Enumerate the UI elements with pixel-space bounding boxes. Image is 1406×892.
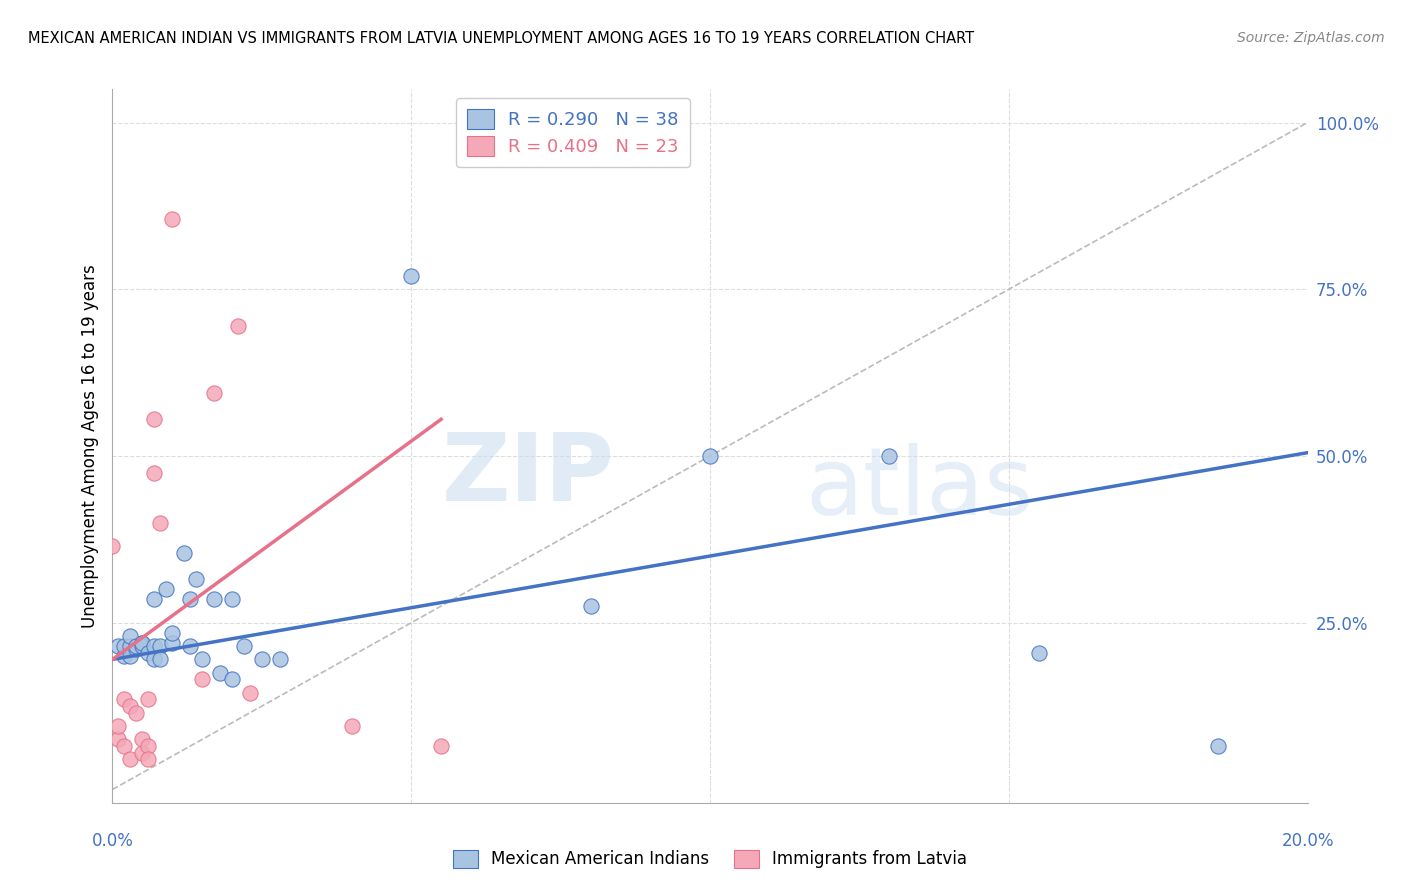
Point — [138, 752, 160, 766]
Point — [131, 732, 153, 747]
Point — [120, 629, 142, 643]
Point — [143, 412, 166, 426]
Point — [162, 636, 183, 650]
Point — [114, 649, 135, 664]
Point — [114, 739, 135, 753]
Point — [699, 449, 721, 463]
Point — [143, 466, 166, 480]
Point — [221, 673, 243, 687]
Point — [239, 686, 262, 700]
Point — [232, 639, 256, 653]
Point — [138, 692, 160, 706]
Point — [579, 599, 602, 613]
Point — [191, 673, 214, 687]
Point — [143, 592, 166, 607]
Point — [221, 592, 243, 607]
Point — [131, 636, 153, 650]
Point — [186, 573, 208, 587]
Text: MEXICAN AMERICAN INDIAN VS IMMIGRANTS FROM LATVIA UNEMPLOYMENT AMONG AGES 16 TO : MEXICAN AMERICAN INDIAN VS IMMIGRANTS FR… — [28, 31, 974, 46]
Point — [179, 592, 201, 607]
Point — [155, 582, 177, 597]
Point — [191, 652, 214, 666]
Point — [1028, 646, 1050, 660]
Point — [173, 546, 195, 560]
Point — [131, 636, 153, 650]
Point — [114, 639, 135, 653]
Point — [401, 268, 423, 283]
Point — [120, 752, 142, 766]
Point — [120, 699, 142, 714]
Point — [138, 739, 160, 753]
Point — [138, 646, 160, 660]
Point — [430, 739, 453, 753]
Point — [101, 539, 124, 553]
Point — [125, 642, 148, 657]
Point — [107, 732, 129, 747]
Point — [107, 639, 129, 653]
Point — [143, 639, 166, 653]
Point — [125, 639, 148, 653]
Point — [202, 385, 225, 400]
Point — [149, 652, 172, 666]
Point — [877, 449, 901, 463]
Text: Source: ZipAtlas.com: Source: ZipAtlas.com — [1237, 31, 1385, 45]
Point — [226, 318, 249, 333]
Text: atlas: atlas — [806, 442, 1033, 535]
Point — [149, 639, 172, 653]
Legend: Mexican American Indians, Immigrants from Latvia: Mexican American Indians, Immigrants fro… — [444, 841, 976, 877]
Point — [143, 652, 166, 666]
Point — [131, 746, 153, 760]
Text: 20.0%: 20.0% — [1281, 831, 1334, 849]
Point — [149, 516, 172, 530]
Point — [162, 625, 183, 640]
Point — [125, 706, 148, 720]
Point — [179, 639, 201, 653]
Point — [208, 665, 231, 680]
Text: ZIP: ZIP — [441, 428, 614, 521]
Y-axis label: Unemployment Among Ages 16 to 19 years: Unemployment Among Ages 16 to 19 years — [80, 264, 98, 628]
Point — [250, 652, 273, 666]
Point — [340, 719, 363, 733]
Point — [114, 692, 135, 706]
Point — [202, 592, 225, 607]
Point — [1206, 739, 1229, 753]
Point — [162, 212, 183, 227]
Point — [120, 649, 142, 664]
Point — [120, 639, 142, 653]
Point — [107, 719, 129, 733]
Text: 0.0%: 0.0% — [91, 831, 134, 849]
Point — [269, 652, 291, 666]
Point — [131, 639, 153, 653]
